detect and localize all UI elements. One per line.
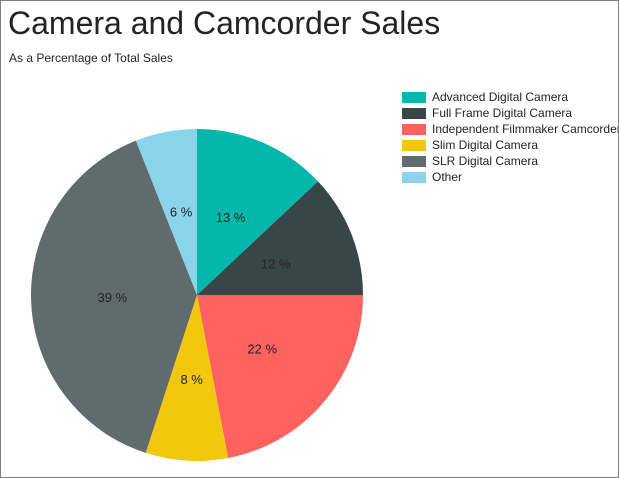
- pie-slice-other[interactable]: [135, 129, 197, 295]
- legend-swatch: [402, 107, 426, 119]
- legend-label: SLR Digital Camera: [432, 154, 539, 168]
- pie-slice-advanced-digital-camera[interactable]: [197, 129, 319, 295]
- legend-item-slr-digital-camera[interactable]: SLR Digital Camera: [402, 153, 618, 169]
- legend: Advanced Digital Camera Full Frame Digita…: [402, 89, 619, 185]
- legend-label: Other: [432, 170, 463, 184]
- legend-label: Independent Filmmaker Camcorder: [432, 122, 619, 136]
- legend-swatch: [402, 155, 426, 167]
- pie-slice-full-frame-digital-camera[interactable]: [197, 181, 363, 295]
- legend-item-slim-digital-camera[interactable]: Slim Digital Camera: [402, 137, 618, 153]
- chart-title: Camera and Camcorder Sales: [8, 5, 441, 41]
- pie-chart: 13 %12 %22 %8 %39 %6 %: [31, 129, 363, 461]
- legend-swatch: [402, 123, 426, 135]
- legend-label: Full Frame Digital Camera: [432, 106, 573, 120]
- legend-label: Advanced Digital Camera: [432, 90, 569, 104]
- legend-swatch: [402, 171, 426, 183]
- chart-subtitle: As a Percentage of Total Sales: [9, 51, 173, 65]
- legend-item-full-frame-digital-camera[interactable]: Full Frame Digital Camera: [402, 105, 618, 121]
- pie-slice-slim-digital-camera[interactable]: [145, 295, 229, 461]
- pie-slice-independent-filmmaker-camcorder[interactable]: [197, 295, 363, 459]
- legend-label: Slim Digital Camera: [432, 138, 539, 152]
- legend-swatch: [402, 139, 426, 151]
- legend-swatch: [402, 91, 426, 103]
- legend-item-other[interactable]: Other: [402, 169, 618, 185]
- legend-item-advanced-digital-camera[interactable]: Advanced Digital Camera: [402, 89, 618, 105]
- pie-slice-slr-digital-camera[interactable]: [31, 140, 197, 453]
- legend-item-independent-filmmaker-camcorder[interactable]: Independent Filmmaker Camcorder: [402, 121, 619, 137]
